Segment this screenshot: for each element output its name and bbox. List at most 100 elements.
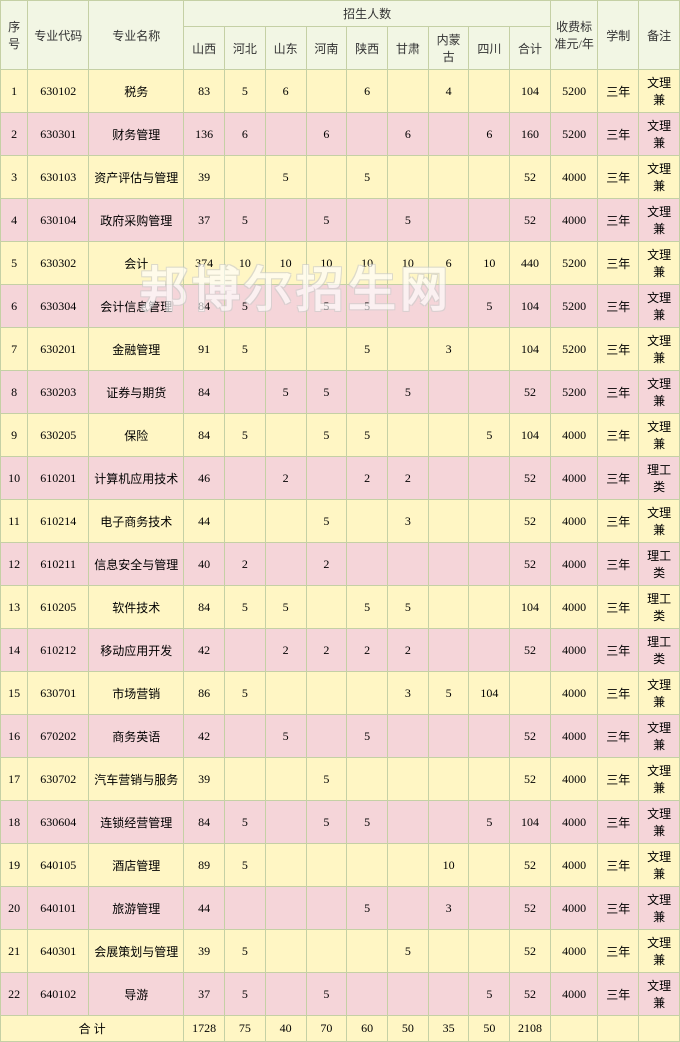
table-cell: 89 bbox=[184, 844, 225, 887]
table-cell: 理工类 bbox=[639, 586, 680, 629]
table-row: 10610201计算机应用技术46222524000三年理工类 bbox=[1, 457, 680, 500]
footer-cell: 60 bbox=[347, 1016, 388, 1042]
table-cell: 连锁经营管理 bbox=[89, 801, 184, 844]
table-cell: 5 bbox=[469, 973, 510, 1016]
table-cell: 2 bbox=[347, 629, 388, 672]
table-cell bbox=[428, 629, 469, 672]
table-cell: 104 bbox=[510, 285, 551, 328]
footer-cell: 35 bbox=[428, 1016, 469, 1042]
table-cell: 52 bbox=[510, 758, 551, 801]
table-cell: 三年 bbox=[598, 801, 639, 844]
table-cell: 52 bbox=[510, 715, 551, 758]
table-cell bbox=[469, 629, 510, 672]
table-cell: 旅游管理 bbox=[89, 887, 184, 930]
table-cell bbox=[225, 156, 266, 199]
table-cell bbox=[225, 457, 266, 500]
table-cell: 160 bbox=[510, 113, 551, 156]
table-cell: 5 bbox=[469, 285, 510, 328]
table-cell: 3 bbox=[428, 887, 469, 930]
table-cell: 2 bbox=[387, 457, 428, 500]
table-cell bbox=[225, 758, 266, 801]
table-cell bbox=[469, 457, 510, 500]
table-cell: 136 bbox=[184, 113, 225, 156]
table-cell bbox=[306, 70, 347, 113]
table-cell: 4000 bbox=[550, 973, 598, 1016]
table-cell bbox=[265, 801, 306, 844]
table-cell: 三年 bbox=[598, 70, 639, 113]
table-cell: 4 bbox=[428, 70, 469, 113]
table-cell: 22 bbox=[1, 973, 28, 1016]
table-cell: 42 bbox=[184, 629, 225, 672]
table-row: 19640105酒店管理89510524000三年文理兼 bbox=[1, 844, 680, 887]
table-cell: 3 bbox=[387, 500, 428, 543]
table-cell: 21 bbox=[1, 930, 28, 973]
table-cell bbox=[387, 715, 428, 758]
table-cell: 39 bbox=[184, 758, 225, 801]
table-cell: 4000 bbox=[550, 629, 598, 672]
table-cell: 6 bbox=[1, 285, 28, 328]
table-cell bbox=[387, 285, 428, 328]
col-region: 陕西 bbox=[347, 27, 388, 70]
table-cell: 5200 bbox=[550, 70, 598, 113]
table-cell: 4000 bbox=[550, 930, 598, 973]
table-cell: 5 bbox=[347, 414, 388, 457]
table-cell bbox=[469, 543, 510, 586]
table-cell: 5 bbox=[306, 973, 347, 1016]
table-cell: 5 bbox=[387, 930, 428, 973]
table-cell bbox=[306, 887, 347, 930]
table-cell bbox=[469, 156, 510, 199]
table-cell: 374 bbox=[184, 242, 225, 285]
table-cell bbox=[306, 844, 347, 887]
table-row: 20640101旅游管理4453524000三年文理兼 bbox=[1, 887, 680, 930]
table-cell: 3 bbox=[428, 328, 469, 371]
table-cell: 三年 bbox=[598, 715, 639, 758]
table-cell bbox=[347, 973, 388, 1016]
table-cell: 5 bbox=[347, 328, 388, 371]
table-cell bbox=[265, 887, 306, 930]
table-cell bbox=[265, 672, 306, 715]
table-cell bbox=[510, 672, 551, 715]
table-cell: 84 bbox=[184, 285, 225, 328]
table-cell bbox=[265, 414, 306, 457]
table-cell: 610201 bbox=[28, 457, 89, 500]
table-cell: 46 bbox=[184, 457, 225, 500]
table-cell: 610214 bbox=[28, 500, 89, 543]
table-cell bbox=[347, 500, 388, 543]
table-cell: 17 bbox=[1, 758, 28, 801]
table-cell: 4000 bbox=[550, 801, 598, 844]
table-cell bbox=[387, 414, 428, 457]
table-cell: 5 bbox=[428, 672, 469, 715]
table-cell bbox=[225, 371, 266, 414]
table-cell: 5 bbox=[225, 285, 266, 328]
footer-cell: 50 bbox=[387, 1016, 428, 1042]
table-row: 5630302会计37410101010106104405200三年文理兼 bbox=[1, 242, 680, 285]
table-cell: 52 bbox=[510, 500, 551, 543]
table-cell: 5 bbox=[265, 715, 306, 758]
table-cell bbox=[347, 844, 388, 887]
col-fee: 收费标准元/年 bbox=[550, 1, 598, 70]
table-cell: 6 bbox=[428, 242, 469, 285]
table-cell: 630604 bbox=[28, 801, 89, 844]
table-cell: 91 bbox=[184, 328, 225, 371]
table-cell: 三年 bbox=[598, 844, 639, 887]
table-cell: 文理兼 bbox=[639, 672, 680, 715]
table-cell: 4000 bbox=[550, 758, 598, 801]
table-cell: 5 bbox=[306, 500, 347, 543]
table-cell bbox=[428, 285, 469, 328]
table-cell bbox=[469, 371, 510, 414]
table-cell: 5 bbox=[306, 414, 347, 457]
table-cell bbox=[387, 328, 428, 371]
table-cell bbox=[469, 586, 510, 629]
table-cell: 三年 bbox=[598, 672, 639, 715]
table-row: 12610211信息安全与管理4022524000三年理工类 bbox=[1, 543, 680, 586]
table-cell: 84 bbox=[184, 371, 225, 414]
table-cell: 文理兼 bbox=[639, 113, 680, 156]
table-cell: 86 bbox=[184, 672, 225, 715]
table-cell: 6 bbox=[387, 113, 428, 156]
table-cell bbox=[469, 328, 510, 371]
table-cell: 610211 bbox=[28, 543, 89, 586]
footer-cell bbox=[639, 1016, 680, 1042]
table-cell: 酒店管理 bbox=[89, 844, 184, 887]
table-cell bbox=[428, 930, 469, 973]
table-cell: 7 bbox=[1, 328, 28, 371]
